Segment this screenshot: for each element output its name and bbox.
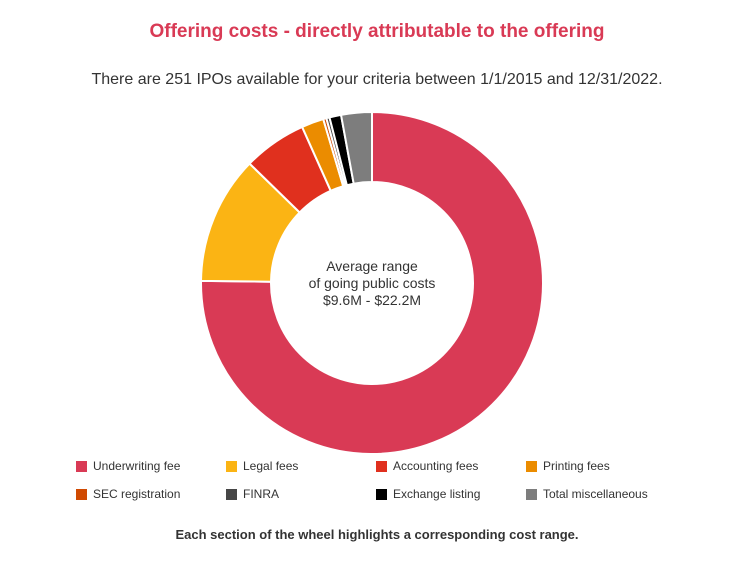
legend-swatch [526,460,537,472]
legend-swatch [76,460,87,472]
legend-label: Accounting fees [393,459,479,473]
chart-footnote: Each section of the wheel highlights a c… [175,527,579,542]
legend-swatch [226,460,237,472]
legend-item-printing-fees[interactable]: Printing fees [526,459,610,473]
legend-label: SEC registration [93,487,181,501]
donut-slice-total-miscellaneous[interactable] [339,110,373,185]
legend-swatch [76,488,87,500]
legend-swatch [226,488,237,500]
legend-label: Exchange listing [393,487,481,501]
legend-item-finra[interactable]: FINRA [226,487,279,501]
center-label-line-1: Average range [326,258,418,274]
legend-item-sec-registration[interactable]: SEC registration [76,487,180,501]
legend-swatch [526,488,537,500]
chart-subtitle: There are 251 IPOs available for your cr… [91,71,663,88]
chart-title: Offering costs - directly attributable t… [149,21,605,42]
legend-label: Underwriting fee [93,459,181,473]
center-label-range: $9.6M - $22.2M [322,292,422,308]
center-label-line-2: of going public costs [308,275,436,291]
legend-swatch [376,460,387,472]
legend-label: FINRA [243,487,279,501]
legend-label: Legal fees [243,459,299,473]
legend-item-exchange-listing[interactable]: Exchange listing [376,487,480,501]
legend-item-legal-fees[interactable]: Legal fees [226,459,298,473]
legend-item-underwriting-fee[interactable]: Underwriting fee [76,459,180,473]
legend-label: Total miscellaneous [543,487,648,501]
legend-item-total-miscellaneous[interactable]: Total miscellaneous [526,487,648,501]
donut-chart [200,110,544,455]
legend-swatch [376,488,387,500]
legend-label: Printing fees [543,459,610,473]
legend-item-accounting-fees[interactable]: Accounting fees [376,459,478,473]
donut-slice-underwriting-fee[interactable] [200,110,544,455]
donut-center-label: Average range of going public costs $9.6… [272,258,472,309]
